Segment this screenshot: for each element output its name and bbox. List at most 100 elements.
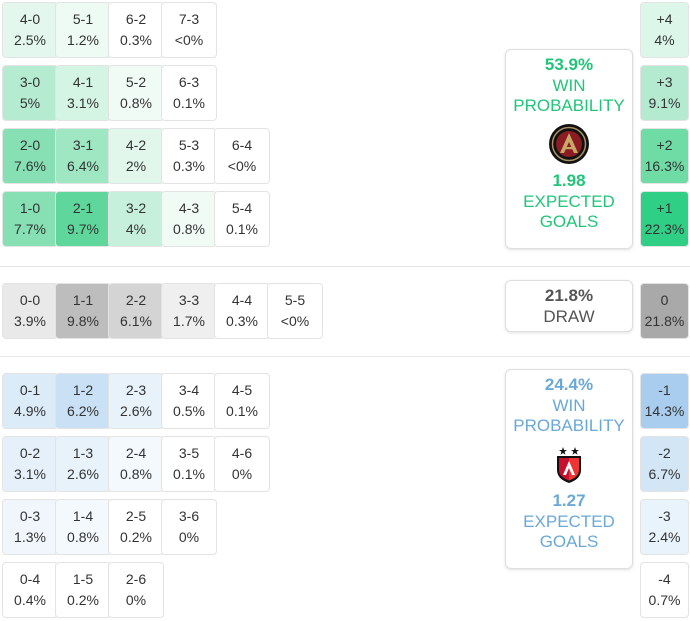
goal-diff-label: -1 [658,382,671,398]
goal-diff-probability: 2.4% [648,529,681,545]
atlas-fc-crest-icon [557,447,581,483]
score-cell-0-2: 0-2 3.1% [2,436,58,492]
score-probability: 4.9% [14,403,46,419]
score-label: 3-6 [178,508,200,524]
score-probability: 2% [125,158,147,174]
away-expected-goals-value: 1.27 [552,491,586,510]
score-label: 3-1 [72,137,94,153]
score-label: 1-5 [72,571,94,587]
score-cell-5-3: 5-3 0.3% [161,128,217,184]
score-cell-1-5: 1-5 0.2% [55,562,111,618]
goal-diff-label: +2 [656,137,673,153]
score-cell-7-3: 7-3 <0% [161,2,217,58]
score-probability: <0% [174,32,204,48]
score-label: 2-6 [125,571,147,587]
goal-diff-label: +3 [656,74,673,90]
score-cell-4-1: 4-1 3.1% [55,65,111,121]
score-cell-4-0: 4-0 2.5% [2,2,58,58]
score-probability: 4% [125,221,147,237]
score-label: 2-0 [19,137,41,153]
goal-diff-label: +4 [656,11,673,27]
section-divider [0,266,690,267]
section-divider [0,356,690,357]
score-label: 5-2 [125,74,147,90]
score-probability: 7.7% [14,221,46,237]
score-cell-3-6: 3-6 0% [161,499,217,555]
home-win-probability-value: 53.9% [544,55,594,74]
score-label: 5-3 [178,137,200,153]
score-cell-4-5: 4-5 0.1% [214,373,270,429]
away-win-probability-value: 24.4% [544,375,594,394]
goal-diff-probability: 9.1% [648,95,681,111]
score-probability: 0.8% [67,529,99,545]
score-probability: 0.3% [120,32,152,48]
score-label: 1-4 [72,508,94,524]
score-cell-4-2: 4-2 2% [108,128,164,184]
win-probability-label-line-1: WIN [552,76,586,95]
score-probability: 9.7% [67,221,99,237]
score-probability: 2.6% [67,466,99,482]
goal-diff-label: -3 [658,508,671,524]
home-team-summary-card: 53.9% WIN PROBABILITY 1.98 EXPECTED GOAL… [505,49,633,249]
goal-diff-probability: 14.3% [644,403,685,419]
score-cell-5-4: 5-4 0.1% [214,191,270,247]
score-cell-5-1: 5-1 1.2% [55,2,111,58]
draw-probability-value: 21.8% [544,286,594,305]
score-cell-3-4: 3-4 0.5% [161,373,217,429]
score-cell-5-2: 5-2 0.8% [108,65,164,121]
score-probability: 7.6% [14,158,46,174]
score-probability: 0.8% [120,95,152,111]
goal-diff-probability: 0.7% [648,592,681,608]
away-team-summary-card: 24.4% WIN PROBABILITY 1.27 EXPECTED GOAL… [505,369,633,569]
score-cell-4-6: 4-6 0% [214,436,270,492]
score-probability: 6.4% [67,158,99,174]
score-cell-1-1: 1-1 9.8% [55,283,111,339]
score-probability: 1.3% [14,529,46,545]
score-cell-5-5: 5-5 <0% [267,283,323,339]
score-label: 2-5 [125,508,147,524]
score-label: 5-4 [231,200,253,216]
score-probability: 0.8% [173,221,205,237]
score-probability: 5% [19,95,41,111]
score-label: 2-1 [72,200,94,216]
score-label: 4-4 [231,292,253,308]
score-label: 1-1 [72,292,94,308]
score-cell-2-0: 2-0 7.6% [2,128,58,184]
score-probability: 0.1% [226,221,258,237]
expected-goals-label-line-1: EXPECTED [523,192,615,211]
score-label: 4-5 [231,382,253,398]
score-probability: 0.3% [226,313,258,329]
score-cell-3-2: 3-2 4% [108,191,164,247]
score-label: 5-1 [72,11,94,27]
score-cell-2-4: 2-4 0.8% [108,436,164,492]
goal-diff-probability: 16.3% [644,158,685,174]
score-cell-2-5: 2-5 0.2% [108,499,164,555]
score-probability: 6.2% [67,403,99,419]
win-probability-label-line-2: PROBABILITY [513,96,625,115]
score-probability: 0.4% [14,592,46,608]
home-expected-goals-value: 1.98 [552,171,586,190]
score-cell-2-1: 2-1 9.7% [55,191,111,247]
score-label: 4-1 [72,74,94,90]
score-cell-1-0: 1-0 7.7% [2,191,58,247]
goal-diff-cell-plus-3: +3 9.1% [640,65,689,121]
score-cell-1-3: 1-3 2.6% [55,436,111,492]
score-probability: 2.6% [120,403,152,419]
score-label: 1-3 [72,445,94,461]
score-label: 2-2 [125,292,147,308]
goal-diff-probability: 21.8% [644,313,685,329]
goal-diff-probability: 4% [654,32,675,48]
score-cell-0-4: 0-4 0.4% [2,562,58,618]
score-label: 4-6 [231,445,253,461]
score-probability: <0% [227,158,257,174]
score-cell-0-1: 0-1 4.9% [2,373,58,429]
expected-goals-label-line-1: EXPECTED [523,512,615,531]
score-label: 0-2 [19,445,41,461]
score-probability: 0% [231,466,253,482]
score-probability: 0.5% [173,403,205,419]
draw-summary-card: 21.8% DRAW [505,280,633,332]
score-label: 3-2 [125,200,147,216]
goal-diff-cell-plus-1: +1 22.3% [640,191,689,247]
score-probability: 3.9% [14,313,46,329]
score-probability: 3.1% [14,466,46,482]
